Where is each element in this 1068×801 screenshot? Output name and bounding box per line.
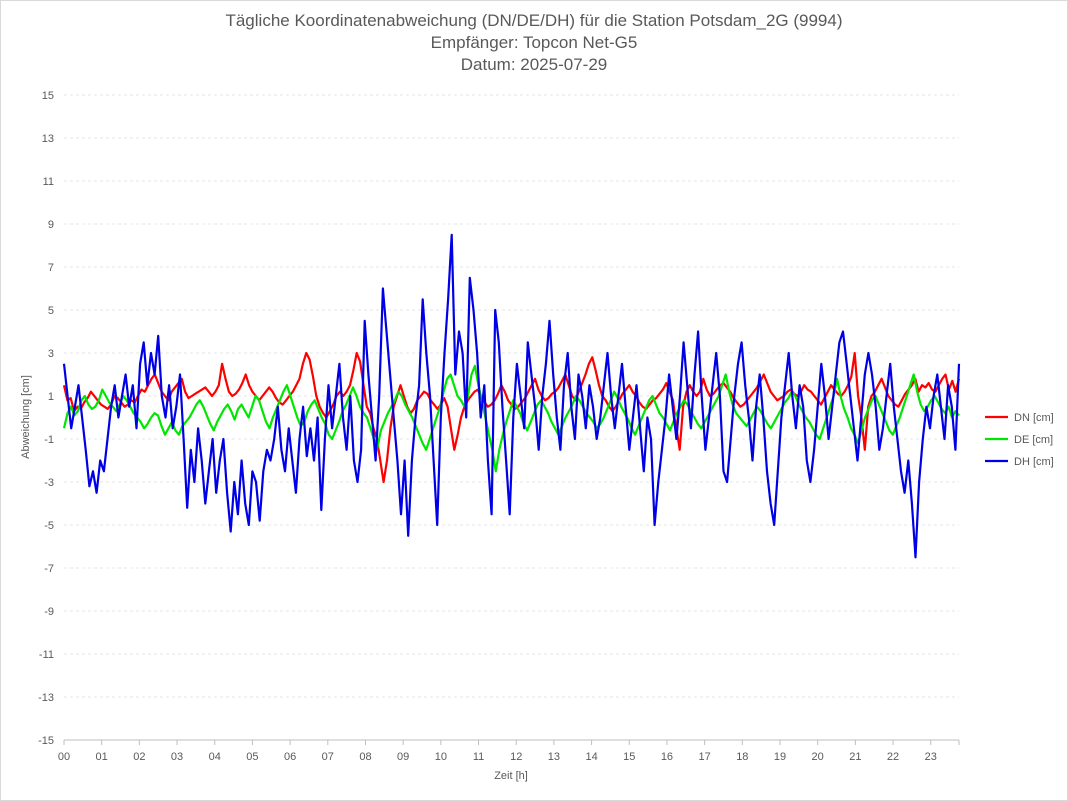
y-tick-label: 11 [43, 176, 54, 188]
x-tick-label: 00 [58, 751, 70, 763]
y-tick-label: -3 [44, 477, 54, 489]
x-tick-label: 08 [359, 751, 371, 763]
x-axis-title: Zeit [h] [494, 770, 528, 782]
x-tick-label: 02 [133, 751, 145, 763]
y-tick-label: 13 [42, 133, 54, 145]
y-axis-ticks: 15 13 11 9 7 5 3 1 -1 -3 -5 -7 -9 -11 -13 -15 [38, 90, 54, 747]
chart-subtitle-date: Datum: 2025-07-29 [460, 55, 608, 74]
chart-title: Tägliche Koordinatenabweichung (DN/DE/DH… [225, 11, 843, 30]
x-tick-label: 17 [699, 751, 711, 763]
y-tick-label: 7 [48, 262, 54, 274]
legend-label: DE [cm] [1014, 434, 1053, 446]
x-tick-label: 21 [849, 751, 861, 763]
x-tick-label: 06 [284, 751, 296, 763]
x-tick-label: 09 [397, 751, 409, 763]
x-tick-label: 22 [887, 751, 899, 763]
x-tick-label: 18 [736, 751, 748, 763]
y-tick-label: -1 [44, 434, 54, 446]
x-axis-ticks: 00 01 02 03 04 05 06 07 08 09 10 11 12 13 14 15 16 17 18 19… [58, 740, 960, 763]
y-axis-title: Abweichung [cm] [20, 375, 32, 459]
x-tick-label: 15 [623, 751, 635, 763]
chart-subtitle-receiver: Empfänger: Topcon Net-G5 [430, 33, 638, 52]
chart-titles: Tägliche Koordinatenabweichung (DN/DE/DH… [0, 10, 1068, 76]
y-tick-label: 9 [48, 219, 54, 231]
y-tick-label: -9 [44, 606, 54, 618]
x-tick-label: 01 [96, 751, 108, 763]
legend-label: DH [cm] [1014, 456, 1054, 468]
y-tick-label: -15 [38, 735, 54, 747]
x-tick-label: 23 [925, 751, 937, 763]
x-tick-label: 05 [246, 751, 258, 763]
series-lines [62, 233, 961, 559]
y-tick-label: 1 [48, 391, 54, 403]
legend-item-dh: DH [cm] [985, 456, 1054, 468]
series-line-de [62, 364, 960, 473]
legend-label: DN [cm] [1014, 412, 1054, 424]
y-tick-label: 15 [42, 90, 54, 102]
x-tick-label: 19 [774, 751, 786, 763]
y-tick-label: 5 [48, 305, 54, 317]
series-line-dh [62, 233, 961, 559]
y-tick-label: -5 [44, 520, 54, 532]
legend-item-dn: DN [cm] [985, 412, 1054, 424]
y-tick-label: -11 [39, 649, 54, 661]
y-tick-label: -13 [38, 692, 54, 704]
x-tick-label: 03 [171, 751, 183, 763]
x-tick-label: 12 [510, 751, 522, 763]
legend-item-de: DE [cm] [985, 434, 1053, 446]
legend: DN [cm] DE [cm] DH [cm] [985, 412, 1054, 468]
x-tick-label: 13 [548, 751, 560, 763]
x-tick-label: 14 [585, 751, 597, 763]
x-tick-label: 10 [435, 751, 447, 763]
x-tick-label: 07 [322, 751, 334, 763]
gridlines [64, 94, 959, 741]
x-tick-label: 11 [473, 751, 484, 763]
x-tick-label: 16 [661, 751, 673, 763]
x-tick-label: 20 [812, 751, 824, 763]
y-tick-label: 3 [48, 348, 54, 360]
x-tick-label: 04 [209, 751, 221, 763]
y-tick-label: -7 [44, 563, 54, 575]
